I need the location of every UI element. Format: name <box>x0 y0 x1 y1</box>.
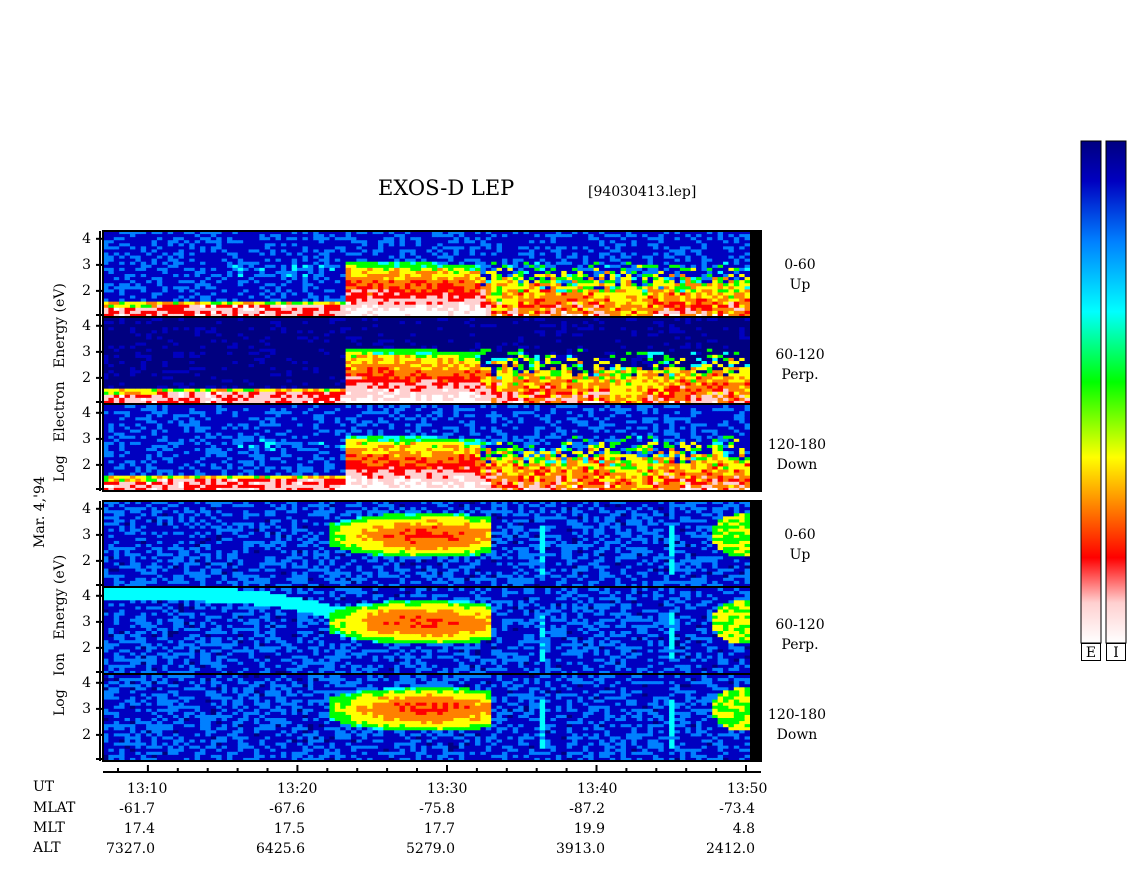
footer-row-label-ut: UT <box>33 779 54 795</box>
footer-row-label-alt: ALT <box>33 840 61 856</box>
y-tick-label: 4 <box>82 405 91 421</box>
electron-panel-60-120 <box>103 318 761 405</box>
angle-label-i-down: 120-180 Down <box>762 705 832 745</box>
footer-mlt-value: 17.7 <box>375 819 455 839</box>
footer-mlt-value: 17.4 <box>75 819 155 839</box>
footer-column: 13:20 -67.6 17.5 6425.6 <box>225 779 305 859</box>
footer-alt-value: 7327.0 <box>75 839 155 859</box>
y-tick-label: 4 <box>82 501 91 517</box>
y-tick-label: 3 <box>82 431 91 447</box>
y-tick-label: 3 <box>82 701 91 717</box>
angle-label-e-up: 0-60 Up <box>765 255 835 295</box>
angle-label-i-up: 0-60 Up <box>765 525 835 565</box>
footer-alt-value: 2412.0 <box>675 839 755 859</box>
footer-mlt-value: 19.9 <box>525 819 605 839</box>
ion-panel-60-120 <box>103 588 761 675</box>
footer-row-label-mlt: MLT <box>33 820 65 836</box>
ion-panel-0-60 <box>103 501 761 588</box>
electron-axis-label: Log Electron Energy (eV) <box>52 283 68 482</box>
footer-column: 13:10 -61.7 17.4 7327.0 <box>75 779 155 859</box>
footer-ut-value: 13:40 <box>525 779 605 799</box>
y-tick-label: 2 <box>82 457 91 473</box>
footer-row-label-mlat: MLAT <box>33 800 75 816</box>
footer-ut-value: 13:10 <box>75 779 155 799</box>
footer-mlt-value: 17.5 <box>225 819 305 839</box>
colorbar-electron <box>1081 141 1101 643</box>
footer-column: 13:30 -75.8 17.7 5279.0 <box>375 779 455 859</box>
footer-column: 13:40 -87.2 19.9 3913.0 <box>525 779 605 859</box>
colorbar-label-i: I <box>1106 643 1126 661</box>
electron-panel-0-60 <box>103 231 761 318</box>
y-tick-label: 3 <box>82 344 91 360</box>
y-tick-label: 2 <box>82 640 91 656</box>
footer-mlt-value: 4.8 <box>675 819 755 839</box>
y-tick-label: 2 <box>82 283 91 299</box>
footer-alt-value: 3913.0 <box>525 839 605 859</box>
angle-label-i-perp: 60-120 Perp. <box>765 615 835 655</box>
footer-mlat-value: -73.4 <box>675 799 755 819</box>
y-tick-label: 4 <box>82 231 91 247</box>
y-tick-label: 4 <box>82 588 91 604</box>
colorbar-label-e: E <box>1081 643 1101 661</box>
ion-axis-label: Log Ion Energy (eV) <box>52 555 68 716</box>
y-tick-label: 2 <box>82 370 91 386</box>
footer-column: 13:50 -73.4 4.8 2412.0 <box>675 779 755 859</box>
y-tick-label: 4 <box>82 318 91 334</box>
y-tick-label: 4 <box>82 675 91 691</box>
y-tick-label: 3 <box>82 614 91 630</box>
footer-alt-value: 5279.0 <box>375 839 455 859</box>
footer-mlat-value: -61.7 <box>75 799 155 819</box>
colorbar-ion <box>1106 141 1126 643</box>
footer-ut-value: 13:50 <box>675 779 755 799</box>
angle-label-e-down: 120-180 Down <box>762 435 832 475</box>
footer-mlat-value: -67.6 <box>225 799 305 819</box>
footer-mlat-value: -87.2 <box>525 799 605 819</box>
electron-panel-120-180 <box>103 405 761 492</box>
footer-mlat-value: -75.8 <box>375 799 455 819</box>
footer-ut-value: 13:30 <box>375 779 455 799</box>
footer-ut-value: 13:20 <box>225 779 305 799</box>
date-label: Mar. 4,'94 <box>32 476 48 548</box>
ion-panel-120-180 <box>103 675 761 762</box>
footer-alt-value: 6425.6 <box>225 839 305 859</box>
y-tick-label: 3 <box>82 257 91 273</box>
y-tick-label: 3 <box>82 527 91 543</box>
angle-label-e-perp: 60-120 Perp. <box>765 345 835 385</box>
y-tick-label: 2 <box>82 727 91 743</box>
y-tick-label: 2 <box>82 553 91 569</box>
